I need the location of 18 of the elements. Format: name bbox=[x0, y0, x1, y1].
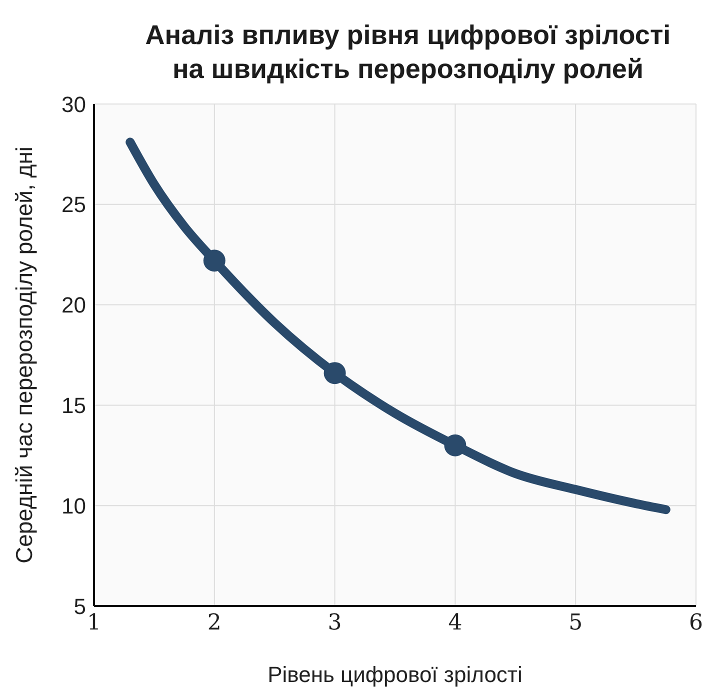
x-tick-label: 6 bbox=[689, 610, 703, 636]
x-tick-label: 4 bbox=[448, 610, 462, 636]
y-tick-label: 5 bbox=[74, 594, 86, 619]
point bbox=[324, 362, 346, 384]
x-tick-label: 3 bbox=[328, 610, 342, 636]
point bbox=[444, 434, 466, 456]
x-tick-label: 2 bbox=[207, 610, 222, 636]
chart-title: Аналіз впливу рівня цифрової зрілості на швидкість перерозподілу ролей bbox=[144, 19, 672, 86]
y-tick-label: 30 bbox=[62, 92, 86, 117]
y-tick-label: 15 bbox=[62, 393, 86, 418]
x-tick-label: 1 bbox=[87, 610, 101, 636]
x-axis-title: Рівень цифрової зрілості bbox=[268, 662, 522, 687]
y-axis-title: Середній час перерозподілу ролей, дні bbox=[11, 146, 38, 564]
y-tick-label: 25 bbox=[62, 192, 86, 218]
y-tick-label: 20 bbox=[62, 292, 86, 318]
point bbox=[203, 250, 226, 272]
x-tick-label: 5 bbox=[568, 610, 583, 636]
y-tick-label: 10 bbox=[62, 493, 86, 518]
